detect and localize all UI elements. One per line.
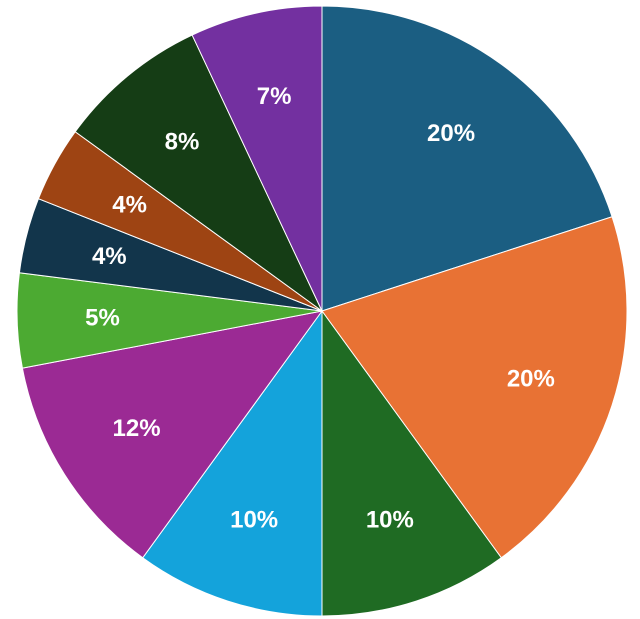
slice-label-1: 20% [427,120,475,147]
pie-slice-5 [21,310,324,559]
pie-slices [16,5,628,617]
pie-slice-4 [142,309,323,617]
slice-label-8: 4% [112,192,147,219]
pie-slice-2 [321,216,628,559]
slice-label-10: 7% [257,83,292,110]
pie-slice-10 [191,5,323,312]
slice-label-4: 10% [230,506,278,533]
slice-label-9: 8% [165,128,200,155]
slice-label-3: 10% [366,506,414,533]
pie-slice-3 [321,309,502,617]
pie-labels: 20% 20% 10% 10% 12% 5% 4% 4% 8% 7% [85,83,555,533]
pie-slice-9 [74,34,323,312]
slice-label-2: 20% [507,365,555,392]
slice-label-7: 4% [92,243,127,270]
slice-label-6: 5% [85,304,120,331]
pie-slice-1 [321,5,613,312]
slice-label-5: 12% [113,415,161,442]
